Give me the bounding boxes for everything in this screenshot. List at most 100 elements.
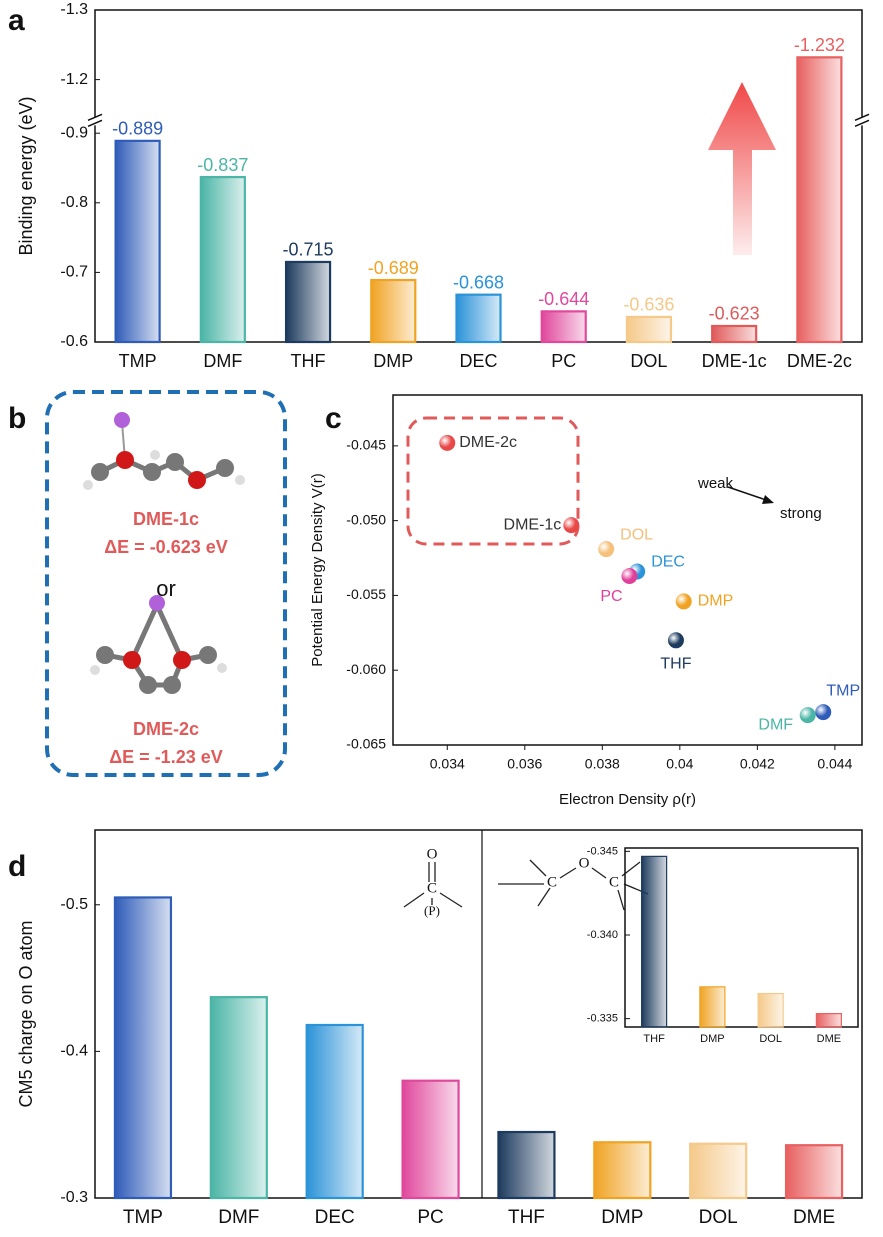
- axis-break: [87, 119, 103, 128]
- bar: [401, 1079, 460, 1200]
- axis-break: [854, 113, 870, 122]
- plot-frame: [94, 829, 863, 1199]
- x-tick-label: 0.04: [666, 756, 693, 772]
- point: [598, 541, 615, 558]
- energy: ΔE = -1.23 eV: [109, 747, 223, 767]
- point-label: PC: [600, 588, 622, 605]
- value-label: -0.644: [538, 289, 589, 309]
- bar: [815, 1013, 842, 1028]
- atom: O: [579, 855, 590, 871]
- y-tick-label: -0.045: [346, 437, 386, 453]
- point: [799, 707, 816, 724]
- y-axis-title: CM5 charge on O atom: [16, 920, 36, 1107]
- point: [815, 704, 832, 721]
- bar: [540, 310, 587, 344]
- x-tick-label: THF: [291, 351, 326, 371]
- panel-label: c: [325, 402, 342, 435]
- x-tick-label: DEC: [315, 1207, 355, 1228]
- bar: [593, 1141, 652, 1200]
- value-label: -0.689: [368, 258, 419, 278]
- bar: [305, 1023, 364, 1200]
- bar: [209, 996, 268, 1200]
- point: [621, 567, 638, 584]
- bar: [784, 1144, 844, 1200]
- bar: [641, 855, 668, 1028]
- value-label: -0.623: [709, 304, 760, 324]
- x-tick-label: PC: [417, 1207, 443, 1228]
- separator: or: [156, 576, 176, 601]
- point: [675, 593, 692, 610]
- value-label: -1.232: [794, 35, 845, 55]
- y-tick-label: -0.050: [346, 511, 386, 527]
- y-tick-label: -0.4: [60, 1043, 88, 1060]
- point-label: DME-1c: [504, 516, 562, 533]
- value-label: -0.636: [623, 295, 674, 315]
- bar: [114, 139, 161, 344]
- bar: [689, 1142, 748, 1200]
- bar: [796, 56, 843, 344]
- x-tick-label: DME: [817, 1033, 841, 1045]
- point-label: DEC: [651, 554, 685, 571]
- y-tick-label: -0.8: [60, 194, 88, 211]
- y-tick-label: -0.340: [587, 929, 618, 941]
- atom: (P): [424, 903, 440, 918]
- bar: [699, 986, 726, 1028]
- x-tick-label: DMP: [601, 1207, 643, 1228]
- y-tick-label: -0.6: [60, 333, 88, 350]
- y-tick-label: -0.3: [60, 1189, 88, 1206]
- axis-break: [89, 117, 101, 126]
- x-tick-label: PC: [551, 351, 576, 371]
- x-tick-label: DME-1c: [702, 351, 767, 371]
- x-tick-label: TMP: [119, 351, 157, 371]
- panel-label: d: [8, 850, 26, 883]
- plot-frame: [624, 847, 859, 1028]
- atom: C: [427, 880, 437, 896]
- bar: [199, 175, 246, 344]
- x-tick-label: DMF: [218, 1207, 259, 1228]
- bar: [711, 324, 758, 344]
- x-tick-label: DME: [793, 1207, 835, 1228]
- y-tick-label: -0.055: [346, 586, 386, 602]
- energy: ΔE = -0.623 eV: [104, 537, 228, 557]
- annotation: weak: [697, 475, 734, 492]
- panel-b-box: [45, 390, 287, 777]
- bar: [497, 1130, 556, 1200]
- molecule-1c: [83, 412, 245, 490]
- point-label: DMP: [698, 593, 734, 610]
- point-label: DMF: [758, 716, 793, 733]
- point-label: DME-2c: [459, 434, 517, 451]
- point: [563, 517, 580, 534]
- y-tick-label: -0.065: [346, 736, 386, 752]
- y-tick-label: -0.5: [60, 896, 88, 913]
- x-tick-label: DOL: [699, 1207, 738, 1228]
- x-tick-label: DMP: [373, 351, 413, 371]
- arrow: [727, 486, 767, 501]
- x-tick-label: DMP: [700, 1033, 724, 1045]
- molecule-name: DME-2c: [133, 719, 199, 739]
- arrow: [708, 82, 776, 255]
- bar: [370, 278, 417, 344]
- y-tick-label: -1.2: [60, 71, 88, 88]
- bar: [455, 293, 502, 344]
- x-tick-label: DOL: [759, 1033, 782, 1045]
- x-tick-label: THF: [643, 1033, 665, 1045]
- x-tick-label: THF: [508, 1207, 545, 1228]
- point-label: DOL: [620, 526, 653, 543]
- bar: [284, 260, 332, 344]
- y-tick-label: -0.345: [587, 845, 618, 857]
- atom: C: [547, 874, 557, 890]
- x-tick-label: TMP: [123, 1207, 163, 1228]
- arrow-head: [762, 495, 774, 504]
- y-axis-title: Binding energy (eV): [16, 96, 36, 255]
- annotation: strong: [780, 505, 822, 522]
- bar: [113, 896, 173, 1200]
- y-tick-label: -0.9: [60, 124, 88, 141]
- value-label: -0.715: [283, 240, 334, 260]
- y-tick-label: -0.335: [587, 1013, 618, 1025]
- y-tick-label: -1.3: [60, 1, 88, 18]
- plot-frame: [392, 394, 863, 746]
- point: [439, 434, 456, 451]
- y-axis-title: Potential Energy Density V(r): [309, 473, 326, 666]
